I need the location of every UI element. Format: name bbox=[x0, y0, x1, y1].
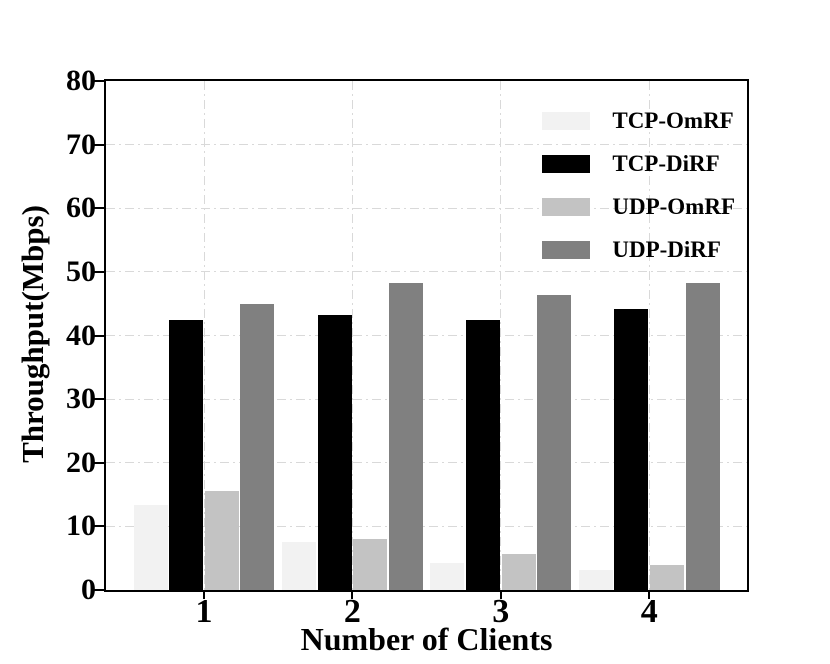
y-tick-mark-10 bbox=[93, 525, 104, 528]
bar-UDP-DiRF-clients-2 bbox=[388, 283, 423, 590]
h-gridline-50 bbox=[106, 271, 747, 273]
legend-label-TCP-OmRF: TCP-OmRF bbox=[612, 107, 734, 133]
legend-item-UDP-OmRF: UDP-OmRF bbox=[542, 185, 735, 228]
bar-TCP-DiRF-clients-4 bbox=[614, 309, 649, 590]
bar-TCP-OmRF-clients-3 bbox=[430, 563, 465, 590]
h-gridline-60 bbox=[106, 207, 747, 209]
x-tick-mark-3 bbox=[499, 590, 502, 599]
h-gridline-10 bbox=[106, 525, 747, 527]
h-gridline-70 bbox=[106, 144, 747, 146]
x-tick-label-4: 4 bbox=[640, 593, 658, 630]
y-tick-mark-40 bbox=[93, 334, 104, 337]
legend-item-UDP-DiRF: UDP-DiRF bbox=[542, 228, 735, 271]
legend-swatch-TCP-DiRF bbox=[542, 154, 591, 173]
h-gridline-30 bbox=[106, 398, 747, 400]
legend-label-UDP-OmRF: UDP-OmRF bbox=[612, 193, 735, 219]
y-tick-label-0: 0 bbox=[81, 573, 96, 606]
bar-TCP-OmRF-clients-4 bbox=[578, 570, 613, 590]
y-tick-mark-60 bbox=[93, 207, 104, 210]
bar-TCP-DiRF-clients-1 bbox=[169, 320, 204, 590]
legend-swatch-UDP-DiRF bbox=[542, 240, 591, 259]
bar-TCP-DiRF-clients-3 bbox=[466, 319, 500, 590]
gridlines-layer bbox=[106, 81, 747, 590]
bar-UDP-DiRF-clients-3 bbox=[537, 295, 572, 590]
y-tick-mark-50 bbox=[93, 270, 104, 273]
x-tick-label-3: 3 bbox=[492, 593, 510, 630]
y-tick-mark-80 bbox=[93, 80, 104, 82]
legend-label-TCP-DiRF: TCP-DiRF bbox=[612, 150, 720, 176]
legend-label-UDP-DiRF: UDP-DiRF bbox=[612, 236, 721, 262]
y-tick-label-20: 20 bbox=[66, 445, 96, 479]
y-tick-mark-70 bbox=[93, 143, 104, 146]
v-gridline-2 bbox=[351, 81, 353, 590]
x-tick-mark-2 bbox=[351, 590, 354, 599]
legend-swatch-TCP-OmRF bbox=[542, 111, 591, 130]
plot-area: TCP-OmRF TCP-DiRF UDP-OmRF UDP-DiRF bbox=[104, 79, 749, 592]
v-gridline-1 bbox=[203, 81, 205, 590]
legend-item-TCP-DiRF: TCP-DiRF bbox=[542, 142, 735, 185]
y-tick-label-30: 30 bbox=[66, 382, 96, 416]
y-tick-label-70: 70 bbox=[66, 127, 96, 161]
y-tick-label-50: 50 bbox=[66, 254, 96, 288]
bar-UDP-OmRF-clients-1 bbox=[204, 490, 239, 590]
y-tick-mark-30 bbox=[93, 398, 104, 401]
legend-swatch-UDP-OmRF bbox=[542, 197, 591, 216]
x-tick-label-1: 1 bbox=[195, 593, 213, 630]
x-tick-mark-4 bbox=[648, 590, 651, 599]
bar-TCP-DiRF-clients-2 bbox=[317, 315, 352, 590]
v-gridline-4 bbox=[648, 81, 650, 590]
x-tick-mark-1 bbox=[203, 590, 205, 599]
legend: TCP-OmRF TCP-DiRF UDP-OmRF UDP-DiRF bbox=[542, 99, 735, 271]
x-axis-title: Number of Clients bbox=[300, 621, 553, 657]
y-tick-label-10: 10 bbox=[66, 509, 96, 543]
x-tick-label-2: 2 bbox=[343, 593, 361, 630]
y-tick-label-40: 40 bbox=[66, 318, 96, 352]
h-gridline-40 bbox=[106, 335, 747, 336]
bar-UDP-OmRF-clients-2 bbox=[353, 539, 388, 590]
y-tick-label-60: 60 bbox=[66, 191, 96, 225]
y-tick-mark-0 bbox=[93, 589, 104, 591]
v-gridline-3 bbox=[500, 81, 502, 590]
bar-UDP-DiRF-clients-1 bbox=[240, 303, 275, 590]
bar-UDP-OmRF-clients-3 bbox=[501, 553, 536, 590]
h-gridline-20 bbox=[106, 462, 747, 464]
bar-TCP-OmRF-clients-2 bbox=[282, 542, 316, 590]
bar-UDP-DiRF-clients-4 bbox=[685, 283, 720, 590]
bars-layer bbox=[106, 81, 747, 590]
bar-TCP-OmRF-clients-1 bbox=[133, 505, 168, 590]
y-tick-mark-20 bbox=[93, 461, 104, 464]
y-tick-label-80: 80 bbox=[66, 64, 96, 97]
bar-UDP-OmRF-clients-4 bbox=[650, 564, 684, 590]
legend-item-TCP-OmRF: TCP-OmRF bbox=[542, 99, 735, 142]
